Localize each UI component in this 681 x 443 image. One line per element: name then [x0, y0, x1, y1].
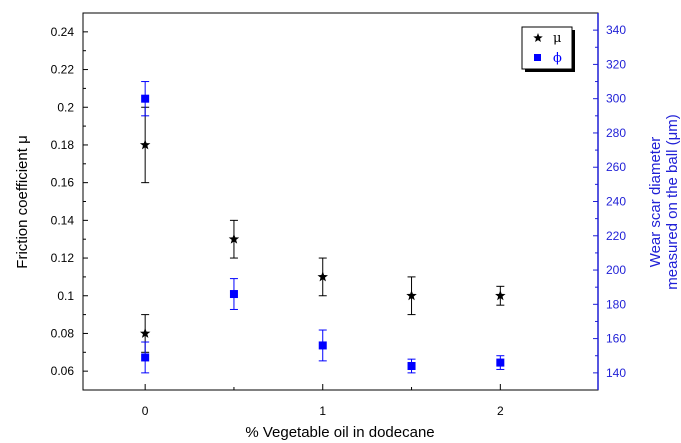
data-point-square	[318, 341, 327, 350]
right-tick-label: 340	[606, 23, 626, 37]
data-point-star	[228, 233, 240, 244]
left-tick-label: 0.24	[51, 25, 75, 39]
data-point-star	[139, 139, 151, 150]
right-tick-label: 240	[606, 195, 626, 209]
left-tick-label: 0.06	[51, 364, 75, 378]
right-tick-label: 160	[606, 332, 626, 346]
data-point-square	[229, 290, 238, 299]
series-mu	[139, 106, 506, 353]
right-axis: 140 160 180 200 220 240 260 280 300 320 340	[593, 13, 626, 390]
x-tick-label: 2	[497, 404, 504, 418]
right-axis-title-line2: measured on the ball (μm)	[664, 114, 681, 289]
legend-label: ϕ	[553, 51, 562, 66]
plot-frame	[82, 12, 599, 391]
legend-marker-square	[534, 54, 541, 61]
right-tick-label: 280	[606, 126, 626, 140]
x-tick-label: 0	[142, 404, 149, 418]
data-point-star	[317, 271, 328, 282]
left-tick-label: 0.08	[51, 326, 75, 340]
right-axis-title-line1: Wear scar diameter	[647, 137, 664, 268]
right-tick-label: 220	[606, 229, 626, 243]
legend-items: μϕ	[533, 31, 562, 66]
right-tick-label: 140	[606, 366, 626, 380]
left-tick-label: 0.18	[51, 138, 75, 152]
series-phi	[141, 81, 505, 374]
data-point-square	[141, 353, 150, 362]
data-point-star	[495, 290, 506, 301]
legend-label: μ	[553, 31, 561, 46]
data-point-star	[139, 327, 151, 338]
data-point-square	[407, 362, 416, 371]
series-layer	[139, 81, 506, 374]
right-tick-label: 200	[606, 263, 626, 277]
right-axis-title: Wear scar diameter measured on the ball …	[647, 114, 681, 289]
data-point-square	[141, 94, 150, 103]
left-tick-label: 0.2	[57, 100, 74, 114]
right-tick-label: 260	[606, 160, 626, 174]
left-tick-label: 0.12	[51, 251, 75, 265]
right-tick-label: 320	[606, 57, 626, 71]
left-tick-label: 0.1	[57, 289, 74, 303]
plot-area	[82, 12, 599, 391]
x-axis-title: % Vegetable oil in dodecane	[245, 424, 434, 441]
x-tick-label: 1	[319, 404, 326, 418]
right-tick-label: 300	[606, 92, 626, 106]
left-tick-label: 0.22	[51, 63, 75, 77]
left-tick-label: 0.14	[51, 213, 75, 227]
data-point-square	[496, 358, 505, 367]
legend-box	[521, 26, 573, 70]
legend: μϕ	[521, 26, 575, 72]
legend-marker-star	[533, 33, 543, 43]
data-point-star	[406, 290, 417, 301]
left-tick-label: 0.16	[51, 176, 75, 190]
left-axis-title: Friction coefficient μ	[14, 135, 31, 268]
x-axis: 0 1 2	[142, 384, 504, 418]
right-tick-label: 180	[606, 297, 626, 311]
left-axis: 0.06 0.08 0.1 0.12 0.14 0.16 0.18 0.2 0.22 0.24	[51, 25, 88, 378]
